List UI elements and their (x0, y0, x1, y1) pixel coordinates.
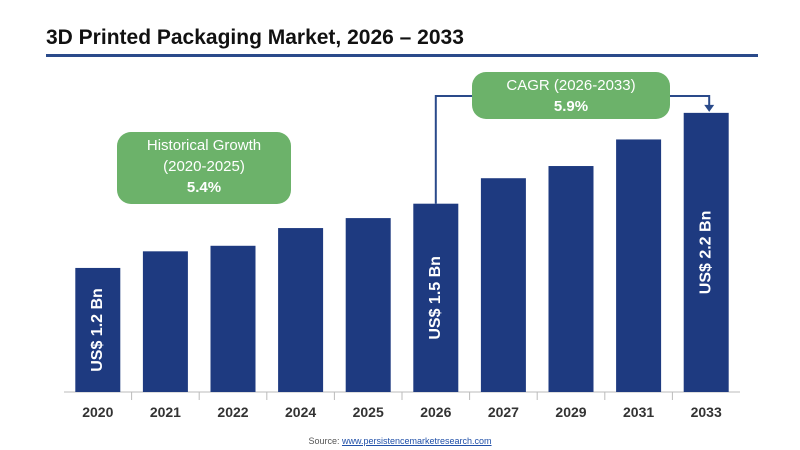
x-tick-label: 2024 (285, 404, 316, 420)
bar-2020 (75, 267, 121, 392)
bar-2021 (142, 251, 188, 392)
bar-2027 (480, 178, 526, 392)
bar-2025 (345, 218, 391, 392)
x-tick-label: 2033 (691, 404, 722, 420)
source-prefix: Source: (308, 436, 340, 446)
x-tick-label: 2021 (150, 404, 181, 420)
bar-2022 (210, 245, 256, 392)
historical-growth-label: Historical Growth (146, 137, 262, 154)
historical-growth-callout: Historical Growth (2020-2025) 5.4% (117, 132, 291, 204)
historical-growth-value: 5.4% (186, 179, 222, 196)
bar-2029 (548, 166, 594, 392)
cagr-value: 5.9% (553, 98, 589, 115)
source-link[interactable]: www.persistencemarketresearch.com (341, 436, 492, 446)
x-tick-label: 2027 (488, 404, 519, 420)
cagr-label: CAGR (2026-2033) (506, 77, 636, 94)
source-note: Source: www.persistencemarketresearch.co… (0, 436, 800, 446)
x-tick-label: 2026 (420, 404, 451, 420)
chart-title: 3D Printed Packaging Market, 2026 – 2033 (46, 26, 464, 49)
bar-2024 (278, 228, 324, 392)
bar-data-label: US$ 1.5 Bn (427, 256, 444, 340)
x-tick-label: 2022 (217, 404, 248, 420)
x-tick-label: 2025 (353, 404, 384, 420)
title-underline (46, 54, 758, 57)
x-tick-label: 2031 (623, 404, 654, 420)
cagr-arrowhead (704, 104, 715, 112)
bar-2033 (683, 112, 729, 392)
bar-data-label: US$ 2.2 Bn (697, 211, 714, 295)
bar-2026 (413, 203, 459, 392)
x-tick-label: 2029 (555, 404, 586, 420)
bar-2031 (616, 139, 662, 392)
bar-data-label: US$ 1.2 Bn (89, 288, 106, 372)
cagr-callout: CAGR (2026-2033) 5.9% (472, 72, 670, 119)
historical-growth-period: (2020-2025) (163, 158, 245, 175)
x-tick-label: 2020 (82, 404, 113, 420)
